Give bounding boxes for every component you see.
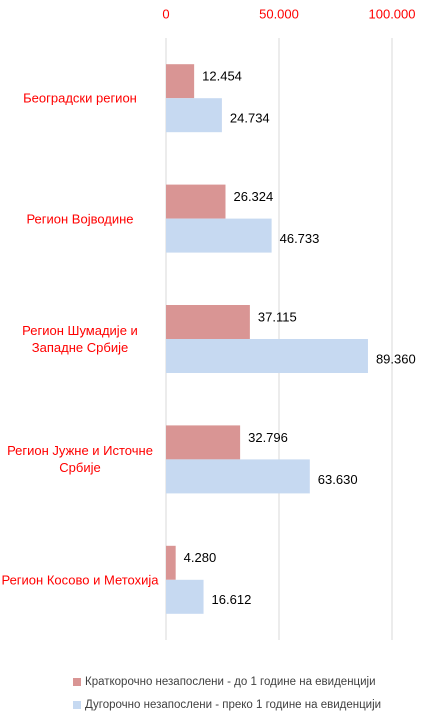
bar bbox=[166, 545, 176, 580]
value-label: 4.280 bbox=[184, 550, 217, 565]
category-label: Регион Шумадије и Западне Србије bbox=[22, 323, 138, 355]
legend-label: Краткорочно незапослени - до 1 године на… bbox=[85, 676, 376, 688]
value-label: 16.612 bbox=[212, 592, 252, 607]
category-label: Регион Војводине bbox=[26, 211, 134, 227]
legend-item: Краткорочно незапослени - до 1 године на… bbox=[73, 676, 376, 688]
legend-swatch bbox=[73, 701, 81, 709]
legend-label: Дугорочно незапослени - преко 1 године н… bbox=[85, 699, 382, 711]
bar bbox=[166, 579, 204, 614]
legend-swatch bbox=[73, 678, 81, 686]
legend-item: Дугорочно незапослени - преко 1 године н… bbox=[73, 699, 381, 711]
bar bbox=[166, 305, 250, 339]
value-label: 37.115 bbox=[258, 309, 297, 324]
value-label: 12.454 bbox=[202, 69, 242, 84]
bar bbox=[166, 218, 272, 253]
value-label: 46.733 bbox=[280, 231, 320, 246]
value-label: 63.630 bbox=[318, 472, 358, 487]
bar bbox=[166, 184, 226, 219]
value-label: 26.324 bbox=[233, 189, 273, 204]
value-label: 32.796 bbox=[248, 430, 288, 445]
category-label: Регион Косово и Метохија bbox=[1, 572, 159, 588]
x-tick-label: 50.000 bbox=[259, 6, 299, 21]
value-label: 24.734 bbox=[230, 111, 270, 126]
bar bbox=[166, 459, 310, 494]
category-label: Београдски регион bbox=[23, 90, 137, 106]
bar bbox=[166, 425, 241, 460]
x-tick-label: 0 bbox=[162, 6, 169, 21]
bar bbox=[166, 98, 222, 133]
x-tick-label: 100.000 bbox=[369, 6, 416, 21]
bar bbox=[166, 339, 368, 373]
bar bbox=[166, 64, 195, 99]
category-label: Регион Јужне и Источне Србије bbox=[7, 443, 153, 476]
value-label: 89.360 bbox=[376, 351, 416, 366]
